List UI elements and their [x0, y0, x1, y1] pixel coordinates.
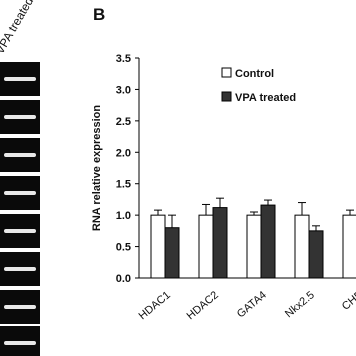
x-tick-label: HDAC2	[185, 289, 221, 322]
gel-band	[4, 267, 36, 271]
gel-band	[4, 77, 36, 81]
bar	[294, 214, 310, 279]
x-tick-label: HDAC1	[137, 289, 173, 322]
bar	[246, 214, 262, 279]
y-tick-label: 0.0	[116, 273, 131, 285]
legend-label: VPA treated	[235, 92, 296, 104]
gel-band	[4, 341, 36, 345]
gel-band	[4, 115, 36, 119]
y-tick-label: 3.0	[116, 84, 131, 96]
x-tick-label: CHF	[340, 289, 356, 313]
legend-swatch	[221, 67, 232, 78]
gel-band	[4, 191, 36, 195]
gel-band	[4, 153, 36, 157]
y-tick-label: 0.5	[116, 242, 131, 254]
bar	[150, 214, 166, 279]
bar	[164, 227, 180, 279]
y-tick-label: 2.0	[116, 147, 131, 159]
bar	[198, 214, 214, 279]
gel-image	[0, 62, 40, 356]
legend-swatch	[221, 91, 232, 102]
y-tick-label: 2.5	[116, 116, 131, 128]
bar	[212, 207, 228, 279]
gel-band	[4, 305, 36, 309]
x-tick-label: GATA4	[235, 289, 269, 320]
y-tick-label: 3.5	[116, 53, 131, 65]
gel-band	[4, 229, 36, 233]
y-tick-label: 1.0	[116, 210, 131, 222]
bar	[260, 204, 276, 279]
y-tick-label: 1.5	[116, 179, 131, 191]
bar	[342, 214, 356, 279]
bar	[308, 230, 324, 279]
x-tick-label: Nkx2.5	[283, 289, 317, 320]
gel-label: VPA treated	[0, 0, 36, 56]
legend-label: Control	[235, 68, 274, 80]
panel-label: B	[93, 5, 105, 24]
y-axis-title: RNA relative expression	[91, 105, 103, 231]
